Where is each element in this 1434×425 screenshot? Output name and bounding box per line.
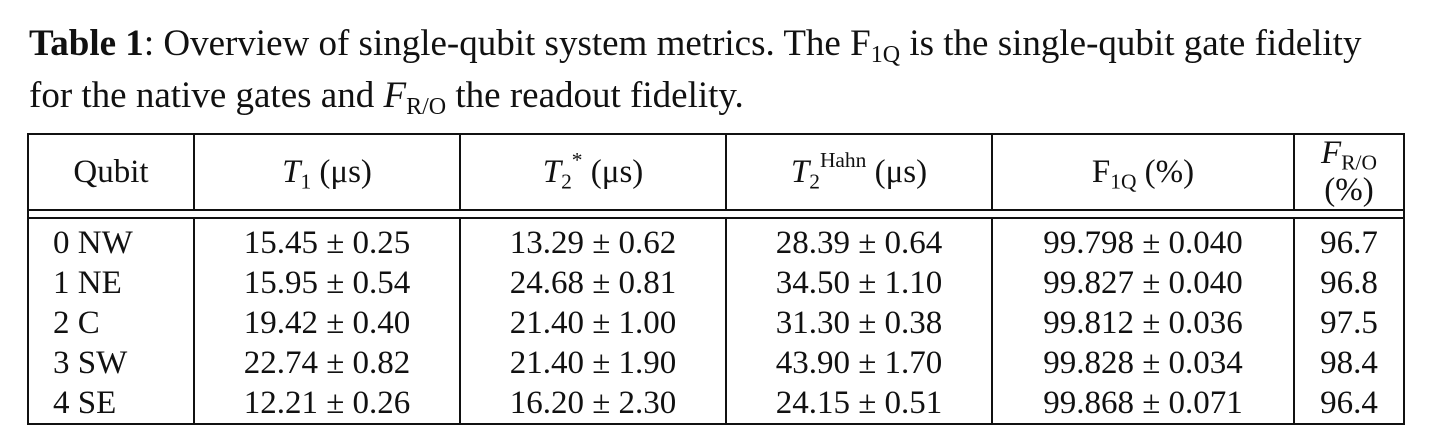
table-row: 1 NE 15.95 ± 0.54 24.68 ± 0.81 34.50 ± 1… [27,263,1405,303]
caption-text-1: : Overview of single-qubit system metric… [143,23,871,64]
header-t2-star: T2* (μs) [459,133,727,211]
header-separator [28,209,1404,218]
header-f1q: F1Q (%) [991,133,1295,211]
header-row: Qubit T1 (μs) T2* (μs) T2Hahn (μs) F1Q (… [27,133,1405,211]
caption-f1q-subscript: 1Q [870,42,901,69]
caption-fro-subscript: R/O [406,94,447,121]
table-row: 3 SW 22.74 ± 0.82 21.40 ± 1.90 43.90 ± 1… [27,343,1405,383]
cell-f1q: 99.798 ± 0.040 [991,217,1295,263]
cell-fro: 98.4 [1293,343,1405,383]
table-row: 0 NW 15.45 ± 0.25 13.29 ± 0.62 28.39 ± 0… [27,217,1405,263]
cell-t2-hahn: 34.50 ± 1.10 [725,263,993,303]
cell-t2-hahn: 43.90 ± 1.70 [725,343,993,383]
cell-qubit: 3 SW [27,343,195,383]
cell-t2-star: 24.68 ± 0.81 [459,263,727,303]
cell-t1: 15.45 ± 0.25 [193,217,461,263]
cell-f1q: 99.828 ± 0.034 [991,343,1295,383]
cell-qubit: 4 SE [27,383,195,425]
header-t2-hahn: T2Hahn (μs) [725,133,993,211]
cell-fro: 96.8 [1293,263,1405,303]
caption-text-2: is the single-qubit gate fidelity for th… [29,23,1362,116]
cell-t2-star: 21.40 ± 1.00 [459,303,727,343]
cell-t2-hahn: 28.39 ± 0.64 [725,217,993,263]
cell-t2-hahn: 24.15 ± 0.51 [725,383,993,425]
header-t1: T1 (μs) [193,133,461,211]
cell-qubit: 2 C [27,303,195,343]
cell-f1q: 99.868 ± 0.071 [991,383,1295,425]
cell-t2-star: 21.40 ± 1.90 [459,343,727,383]
cell-t2-star: 13.29 ± 0.62 [459,217,727,263]
cell-t2-star: 16.20 ± 2.30 [459,383,727,425]
cell-qubit: 0 NW [27,217,195,263]
cell-t1: 22.74 ± 0.82 [193,343,461,383]
table-label: Table 1 [29,23,144,64]
cell-f1q: 99.827 ± 0.040 [991,263,1295,303]
cell-t1: 15.95 ± 0.54 [193,263,461,303]
header-qubit: Qubit [27,133,195,211]
metrics-table: Qubit T1 (μs) T2* (μs) T2Hahn (μs) F1Q (… [27,133,1405,425]
cell-fro: 96.4 [1293,383,1405,425]
cell-fro: 96.7 [1293,217,1405,263]
table-row: 4 SE 12.21 ± 0.26 16.20 ± 2.30 24.15 ± 0… [27,383,1405,425]
cell-t1: 19.42 ± 0.40 [193,303,461,343]
cell-t2-hahn: 31.30 ± 0.38 [725,303,993,343]
table-caption: Table 1: Overview of single-qubit system… [29,18,1409,122]
cell-fro: 97.5 [1293,303,1405,343]
cell-qubit: 1 NE [27,263,195,303]
caption-fro-symbol: F [383,75,407,116]
cell-t1: 12.21 ± 0.26 [193,383,461,425]
caption-text-3: the readout fidelity. [446,75,744,116]
cell-f1q: 99.812 ± 0.036 [991,303,1295,343]
table-row: 2 C 19.42 ± 0.40 21.40 ± 1.00 31.30 ± 0.… [27,303,1405,343]
header-fro: FR/O (%) [1293,133,1405,211]
